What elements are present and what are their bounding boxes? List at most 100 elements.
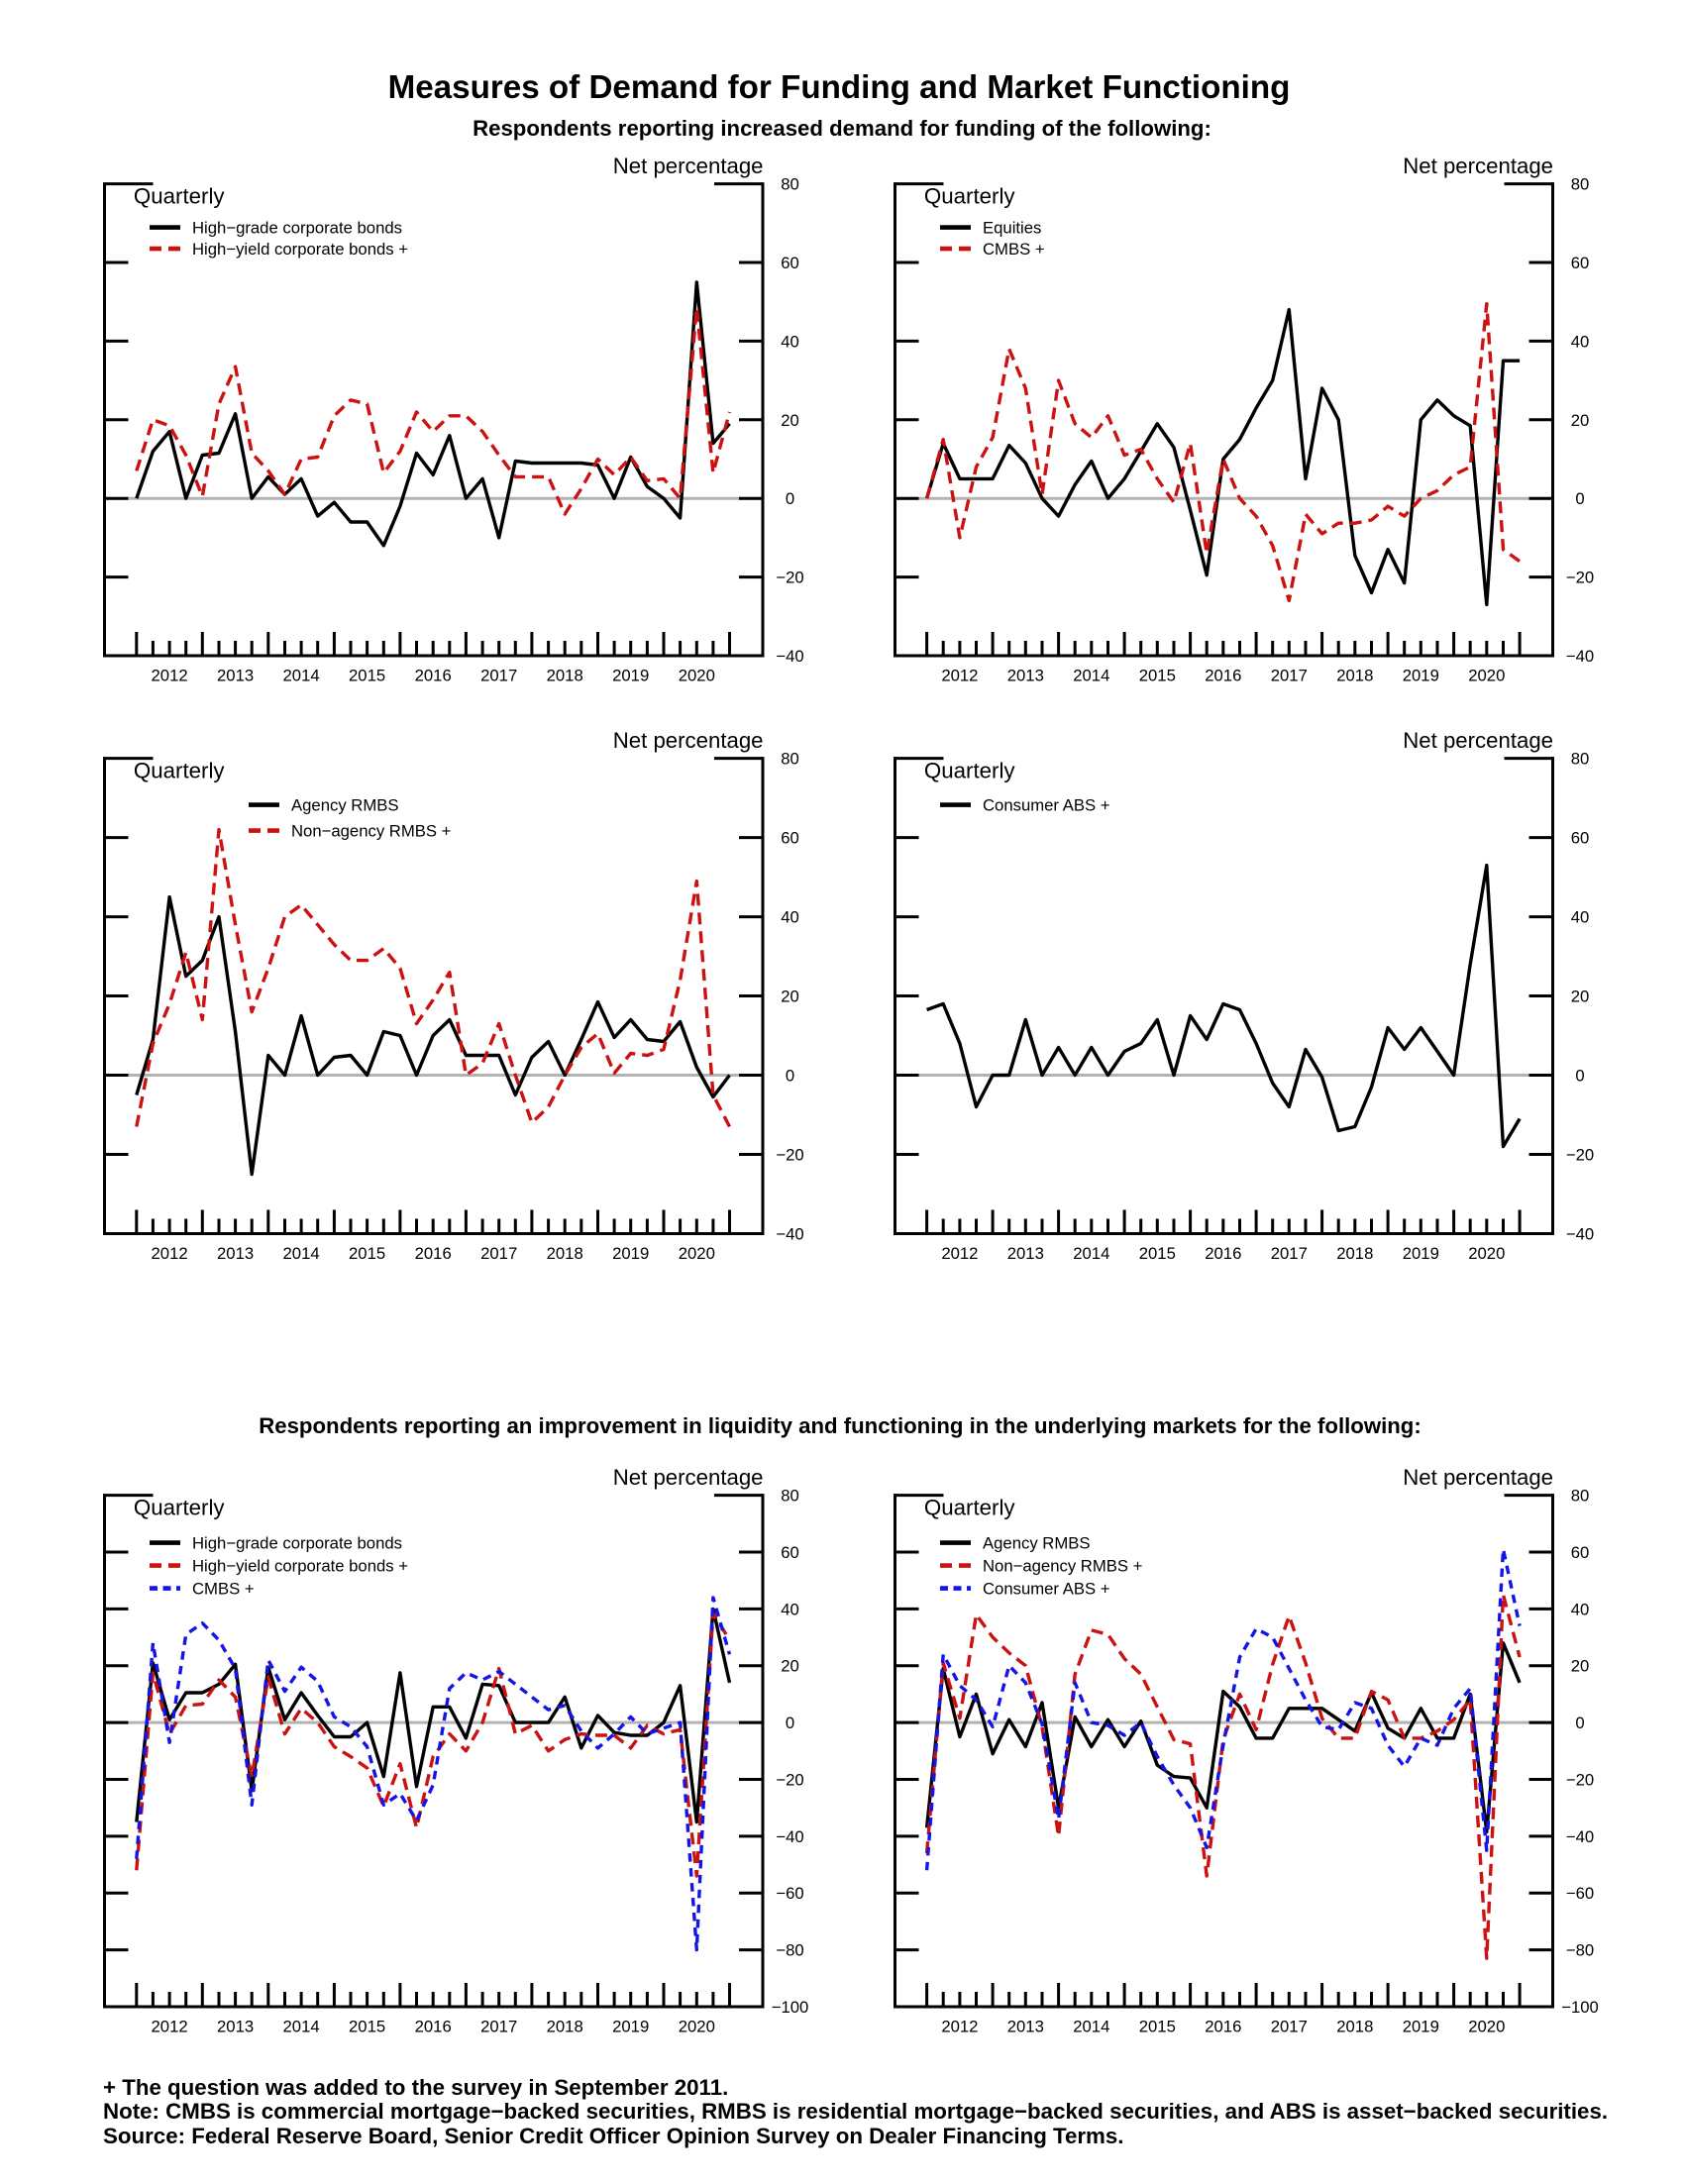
svg-text:2012: 2012 xyxy=(941,666,978,684)
svg-text:2016: 2016 xyxy=(1205,1244,1241,1263)
svg-text:2014: 2014 xyxy=(283,1244,320,1263)
svg-text:High−yield corporate bonds +: High−yield corporate bonds + xyxy=(192,240,408,259)
svg-text:−40: −40 xyxy=(776,647,803,666)
svg-text:2012: 2012 xyxy=(152,1244,188,1263)
svg-text:2020: 2020 xyxy=(1468,2017,1505,2035)
svg-text:−60: −60 xyxy=(776,1884,803,1903)
svg-text:2018: 2018 xyxy=(547,1244,583,1263)
svg-text:2019: 2019 xyxy=(612,666,649,684)
svg-text:20: 20 xyxy=(1571,411,1590,430)
svg-text:−80: −80 xyxy=(1566,1941,1594,1960)
svg-text:2018: 2018 xyxy=(1336,1244,1373,1263)
svg-text:2015: 2015 xyxy=(1139,1244,1176,1263)
svg-text:Respondents reporting an impro: Respondents reporting an improvement in … xyxy=(259,1413,1421,1438)
svg-text:High−grade corporate bonds: High−grade corporate bonds xyxy=(192,1534,402,1553)
svg-text:2014: 2014 xyxy=(283,666,320,684)
svg-text:60: 60 xyxy=(781,254,799,272)
svg-text:2014: 2014 xyxy=(283,2017,320,2035)
svg-text:2013: 2013 xyxy=(217,666,254,684)
svg-text:−40: −40 xyxy=(1566,647,1594,666)
svg-text:2017: 2017 xyxy=(1271,1244,1308,1263)
svg-text:−60: −60 xyxy=(1566,1884,1594,1903)
svg-text:2018: 2018 xyxy=(1336,2017,1373,2035)
svg-text:Respondents reporting increase: Respondents reporting increased demand f… xyxy=(473,116,1211,141)
svg-text:−20: −20 xyxy=(776,569,803,587)
svg-text:Consumer ABS +: Consumer ABS + xyxy=(983,796,1109,815)
svg-text:2016: 2016 xyxy=(1205,2017,1241,2035)
svg-text:Non−agency RMBS +: Non−agency RMBS + xyxy=(983,1557,1142,1576)
svg-text:Quarterly: Quarterly xyxy=(134,1496,226,1520)
svg-text:80: 80 xyxy=(781,175,799,194)
svg-text:2017: 2017 xyxy=(1271,2017,1308,2035)
svg-text:2019: 2019 xyxy=(1403,1244,1439,1263)
svg-text:2015: 2015 xyxy=(1139,2017,1176,2035)
svg-text:2020: 2020 xyxy=(679,1244,715,1263)
svg-text:2013: 2013 xyxy=(1007,1244,1044,1263)
svg-text:2020: 2020 xyxy=(1468,666,1505,684)
svg-text:2020: 2020 xyxy=(1468,1244,1505,1263)
svg-text:60: 60 xyxy=(781,1543,799,1562)
svg-text:2017: 2017 xyxy=(480,666,517,684)
svg-text:0: 0 xyxy=(786,489,794,508)
svg-text:60: 60 xyxy=(1571,254,1590,272)
svg-text:−40: −40 xyxy=(1566,1225,1594,1244)
svg-text:2019: 2019 xyxy=(612,2017,649,2035)
svg-text:−20: −20 xyxy=(1566,569,1594,587)
svg-text:2012: 2012 xyxy=(152,666,188,684)
svg-text:0: 0 xyxy=(786,1714,794,1732)
svg-text:80: 80 xyxy=(1571,750,1590,769)
svg-text:−20: −20 xyxy=(776,1771,803,1790)
svg-text:2013: 2013 xyxy=(217,1244,254,1263)
svg-text:−40: −40 xyxy=(776,1827,803,1846)
svg-text:+ The question was added to th: + The question was added to the survey i… xyxy=(103,2075,728,2100)
svg-text:−80: −80 xyxy=(776,1941,803,1960)
svg-text:2012: 2012 xyxy=(941,1244,978,1263)
svg-text:2013: 2013 xyxy=(1007,2017,1044,2035)
svg-text:CMBS +: CMBS + xyxy=(192,1580,255,1599)
svg-text:2014: 2014 xyxy=(1073,666,1109,684)
svg-text:80: 80 xyxy=(781,1487,799,1506)
svg-text:2012: 2012 xyxy=(941,2017,978,2035)
svg-text:2015: 2015 xyxy=(1139,666,1176,684)
svg-text:Net percentage: Net percentage xyxy=(1403,154,1553,178)
svg-text:2019: 2019 xyxy=(612,1244,649,1263)
svg-text:−20: −20 xyxy=(1566,1771,1594,1790)
svg-text:20: 20 xyxy=(781,1657,799,1676)
svg-text:2019: 2019 xyxy=(1403,666,1439,684)
svg-text:20: 20 xyxy=(781,988,799,1006)
svg-text:Net percentage: Net percentage xyxy=(1403,728,1553,753)
svg-text:60: 60 xyxy=(781,829,799,848)
svg-text:0: 0 xyxy=(786,1067,794,1086)
svg-text:2018: 2018 xyxy=(547,2017,583,2035)
svg-text:High−grade corporate bonds: High−grade corporate bonds xyxy=(192,219,402,238)
svg-text:40: 40 xyxy=(1571,908,1590,927)
svg-text:Measures of Demand for Funding: Measures of Demand for Funding and Marke… xyxy=(388,69,1291,106)
svg-text:Net percentage: Net percentage xyxy=(613,154,764,178)
svg-text:2013: 2013 xyxy=(1007,666,1044,684)
svg-text:80: 80 xyxy=(781,750,799,769)
svg-text:Agency RMBS: Agency RMBS xyxy=(291,796,399,815)
svg-text:2016: 2016 xyxy=(1205,666,1241,684)
svg-text:0: 0 xyxy=(1575,1714,1584,1732)
svg-text:40: 40 xyxy=(781,908,799,927)
svg-text:−20: −20 xyxy=(776,1146,803,1165)
svg-text:2020: 2020 xyxy=(679,2017,715,2035)
svg-text:2014: 2014 xyxy=(1073,2017,1109,2035)
svg-text:2016: 2016 xyxy=(415,666,452,684)
svg-text:Net percentage: Net percentage xyxy=(1403,1465,1553,1490)
svg-text:Net percentage: Net percentage xyxy=(613,728,764,753)
svg-text:Agency RMBS: Agency RMBS xyxy=(983,1534,1091,1553)
svg-text:20: 20 xyxy=(1571,1657,1590,1676)
svg-text:2013: 2013 xyxy=(217,2017,254,2035)
svg-text:2019: 2019 xyxy=(1403,2017,1439,2035)
svg-text:−40: −40 xyxy=(776,1225,803,1244)
svg-text:2016: 2016 xyxy=(415,2017,452,2035)
svg-text:Equities: Equities xyxy=(983,219,1041,238)
svg-text:CMBS +: CMBS + xyxy=(983,240,1045,259)
svg-text:40: 40 xyxy=(1571,1600,1590,1618)
svg-text:−100: −100 xyxy=(772,1998,809,2017)
svg-text:2018: 2018 xyxy=(547,666,583,684)
svg-text:20: 20 xyxy=(1571,988,1590,1006)
svg-text:Source: Federal Reserve Board: Source: Federal Reserve Board, Senior Cr… xyxy=(103,2124,1123,2148)
svg-text:Note: CMBS is commercial mortg: Note: CMBS is commercial mortgage−backed… xyxy=(103,2099,1608,2124)
